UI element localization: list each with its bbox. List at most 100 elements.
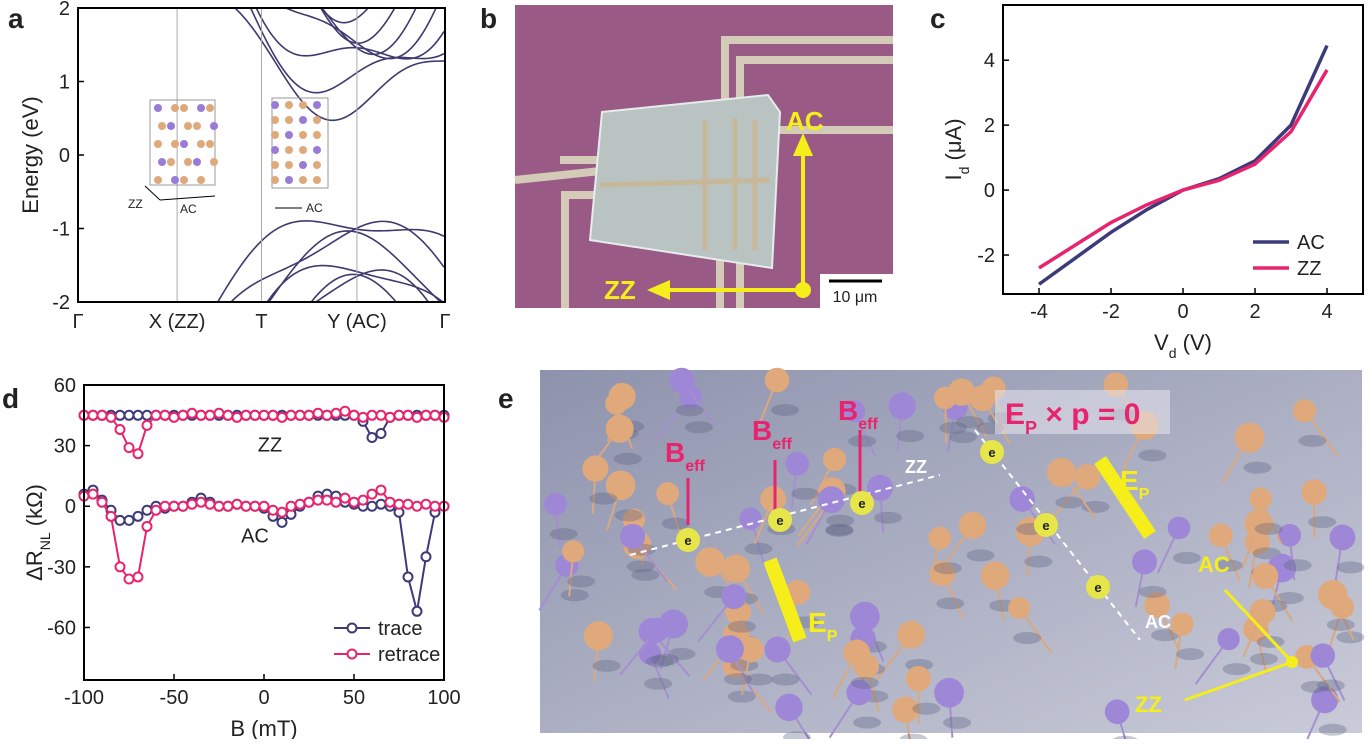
shadow (724, 673, 752, 685)
shadow (899, 734, 927, 739)
point (179, 502, 188, 511)
point (422, 500, 431, 509)
point (89, 490, 98, 499)
point (125, 574, 134, 583)
atom (897, 621, 925, 649)
shadow (1223, 663, 1251, 675)
point (206, 411, 215, 420)
point (341, 407, 350, 416)
shadow (771, 404, 799, 416)
atom (928, 527, 951, 550)
point (116, 562, 125, 571)
x-tick-label: 4 (1321, 301, 1332, 323)
point (341, 494, 350, 503)
x-tick-label: -4 (1030, 301, 1048, 323)
shadow (1139, 586, 1167, 598)
point (413, 607, 422, 616)
inset-atom (285, 161, 293, 169)
atom (934, 678, 964, 708)
inset-atom (210, 158, 218, 166)
point (188, 409, 197, 418)
point (215, 409, 224, 418)
atom (544, 493, 567, 516)
axis-title: Energy (eV) (18, 96, 43, 213)
atom (1047, 458, 1076, 487)
shadow (1024, 556, 1052, 568)
electron-label: e (1042, 518, 1049, 533)
point (386, 498, 395, 507)
inset-atom (193, 158, 201, 166)
label-sub: d (1169, 345, 1177, 361)
point (377, 486, 386, 495)
inset-atom (271, 176, 279, 184)
shadow (1250, 653, 1278, 665)
point (332, 498, 341, 507)
point (143, 411, 152, 420)
atom (716, 635, 744, 663)
axis-title: Id (μA) (941, 118, 972, 180)
shadow (561, 589, 589, 601)
point (287, 411, 296, 420)
point (143, 506, 152, 515)
point (359, 413, 368, 422)
inset-cell (272, 98, 328, 188)
point (404, 572, 413, 581)
atom (562, 540, 584, 562)
inset-label: AC (306, 201, 323, 215)
inset-atom (285, 146, 293, 154)
shadow (676, 404, 704, 416)
point (368, 502, 377, 511)
axis-label: AC (1198, 552, 1230, 577)
point (134, 411, 143, 420)
shadow (745, 543, 773, 555)
inset-atom (167, 158, 175, 166)
inset-atom (158, 158, 166, 166)
atom (582, 455, 608, 481)
illustration (539, 368, 1364, 739)
point (152, 506, 161, 515)
y-tick-label: 0 (984, 180, 995, 202)
inset-atom (271, 101, 279, 109)
inset-atom (285, 101, 293, 109)
shadow (1243, 462, 1271, 474)
axis-label: AC (786, 106, 824, 136)
x-tick-label: 0 (1177, 301, 1188, 323)
eq-part: E (1005, 398, 1025, 431)
point (278, 508, 287, 517)
point (134, 572, 143, 581)
point (314, 496, 323, 505)
shadow (943, 717, 971, 729)
inset-atom (210, 122, 218, 130)
point (296, 411, 305, 420)
point (197, 411, 206, 420)
point (143, 522, 152, 531)
atom (823, 448, 846, 471)
y-tick-label: -2 (52, 292, 70, 314)
shadow (550, 528, 578, 540)
panel-label: a (8, 3, 24, 34)
inset-atom (197, 104, 205, 112)
panel-label: c (930, 3, 946, 34)
inset-atom (271, 161, 279, 169)
electron-label: e (858, 496, 865, 511)
point (98, 498, 107, 507)
atom (584, 621, 613, 650)
inset-arrow (160, 196, 215, 200)
shadow (1317, 680, 1345, 692)
shadow (1298, 435, 1326, 447)
shadow (934, 562, 962, 574)
point (323, 496, 332, 505)
point (215, 502, 224, 511)
x-tick-label: 2 (1249, 301, 1260, 323)
atom (889, 392, 916, 419)
y-tick-label: 30 (54, 436, 76, 458)
inset-atom (299, 116, 307, 124)
point (233, 413, 242, 422)
point (296, 500, 305, 509)
eq-sub: P (1025, 418, 1037, 438)
y-tick-label: -60 (47, 617, 76, 639)
point (395, 411, 404, 420)
inset-atom (313, 161, 321, 169)
atom (605, 392, 627, 414)
x-tick-label: Γ (439, 311, 450, 333)
